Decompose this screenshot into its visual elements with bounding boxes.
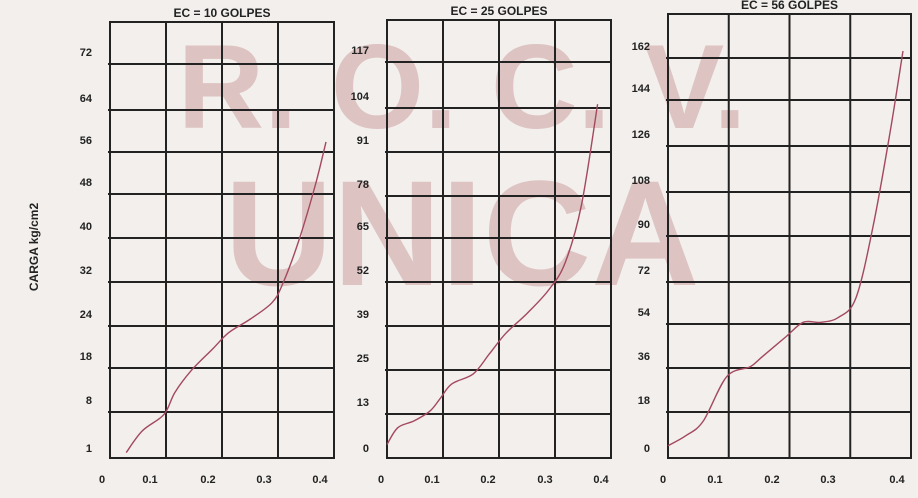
y-axis-label: CARGA kg/cm2 — [27, 203, 41, 292]
y-tick-label: 126 — [632, 129, 650, 141]
y-tick-label: 40 — [80, 221, 92, 233]
y-tick-label: 78 — [357, 179, 369, 191]
x-tick-label: 0.4 — [312, 474, 328, 486]
y-tick-label: 48 — [80, 177, 92, 189]
watermark: R. O. C. V. UNICA — [177, 20, 746, 317]
y-tick-label: 32 — [80, 265, 92, 277]
x-tick-label: 0.2 — [764, 474, 779, 486]
y-tick-label: 91 — [357, 135, 369, 147]
y-tick-label: 162 — [632, 41, 650, 53]
series-line — [667, 50, 904, 447]
y-tick-label: 54 — [638, 307, 651, 319]
x-tick-label: 0.3 — [820, 474, 835, 486]
y-tick-label: 1 — [86, 443, 92, 455]
y-tick-label: 72 — [80, 47, 92, 59]
x-tick-label: 0 — [660, 474, 666, 486]
y-tick-label: 8 — [86, 395, 92, 407]
y-tick-label: 52 — [357, 265, 369, 277]
y-tick-label: 64 — [80, 93, 93, 105]
x-tick-label: 0.3 — [256, 474, 271, 486]
y-tick-label: 0 — [644, 443, 650, 455]
y-tick-label: 25 — [357, 353, 369, 365]
watermark-line-2: UNICA — [225, 149, 700, 317]
y-tick-label: 36 — [638, 351, 650, 363]
y-tick-label: 104 — [351, 91, 370, 103]
series-line — [125, 141, 327, 454]
y-tick-label: 39 — [357, 309, 369, 321]
y-tick-label: 18 — [80, 351, 92, 363]
x-tick-label: 0.4 — [593, 474, 609, 486]
y-tick-label: 65 — [357, 221, 369, 233]
x-tick-label: 0 — [378, 474, 384, 486]
y-tick-label: 18 — [638, 395, 650, 407]
chart-panel-2: EC = 25 GOLPES 0 13 25 39 52 65 78 91 104 117 0 0.1 0… — [351, 4, 612, 486]
chart-panel-3: EC = 56 GOLPES 0 18 36 54 72 90 108 126 144 162 0 0.… — [632, 0, 912, 486]
series-line — [386, 104, 599, 445]
x-tick-label: 0 — [99, 474, 105, 486]
x-tick-label: 0.1 — [707, 474, 722, 486]
watermark-line-1: R. O. C. V. — [177, 20, 746, 154]
y-tick-label: 0 — [363, 443, 369, 455]
y-tick-label: 117 — [351, 45, 369, 57]
x-tick-label: 0.1 — [424, 474, 439, 486]
y-tick-label: 56 — [80, 135, 92, 147]
y-tick-label: 13 — [357, 397, 369, 409]
chart-title: EC = 56 GOLPES — [741, 0, 838, 12]
y-tick-label: 90 — [638, 219, 650, 231]
y-tick-label: 72 — [638, 265, 650, 277]
x-tick-label: 0.2 — [480, 474, 495, 486]
y-tick-label: 144 — [632, 83, 651, 95]
x-tick-label: 0.4 — [889, 474, 905, 486]
x-tick-label: 0.1 — [142, 474, 157, 486]
y-tick-label: 108 — [632, 175, 650, 187]
x-tick-label: 0.3 — [537, 474, 552, 486]
chart-title: EC = 25 GOLPES — [450, 4, 547, 18]
y-tick-label: 24 — [80, 309, 93, 321]
x-tick-label: 0.2 — [200, 474, 215, 486]
chart-title: EC = 10 GOLPES — [173, 6, 270, 20]
